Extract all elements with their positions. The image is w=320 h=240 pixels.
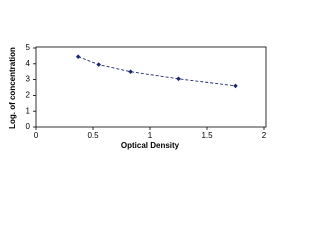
data-point — [128, 69, 133, 74]
data-point — [233, 83, 238, 89]
data-point — [176, 76, 181, 82]
y-tick-label: 1 — [26, 106, 31, 115]
x-tick-label: 1.5 — [201, 131, 213, 140]
data-point — [96, 62, 101, 67]
data-point — [75, 54, 81, 59]
y-tick-label: 2 — [26, 91, 31, 100]
chart: Optical Density Log. of concentration 0 1… — [0, 0, 300, 200]
y-tick-label: 0 — [26, 122, 31, 131]
y-tick-label: 3 — [26, 75, 31, 84]
y-tick-label: 4 — [26, 59, 31, 68]
y-tick-label: 5 — [26, 43, 31, 52]
x-tick-label: 0.5 — [87, 131, 99, 140]
data-line — [78, 56, 236, 87]
x-tick-label: 1 — [148, 131, 153, 140]
page: Optical Density Log. of concentration 0 1… — [0, 0, 300, 200]
x-tick-label: 0 — [34, 131, 39, 140]
y-axis-title: Log. of concentration — [8, 47, 17, 129]
x-axis-title: Optical Density — [121, 141, 180, 150]
background — [0, 0, 300, 200]
x-tick-label: 2 — [262, 131, 267, 140]
plot-frame — [35, 46, 267, 128]
